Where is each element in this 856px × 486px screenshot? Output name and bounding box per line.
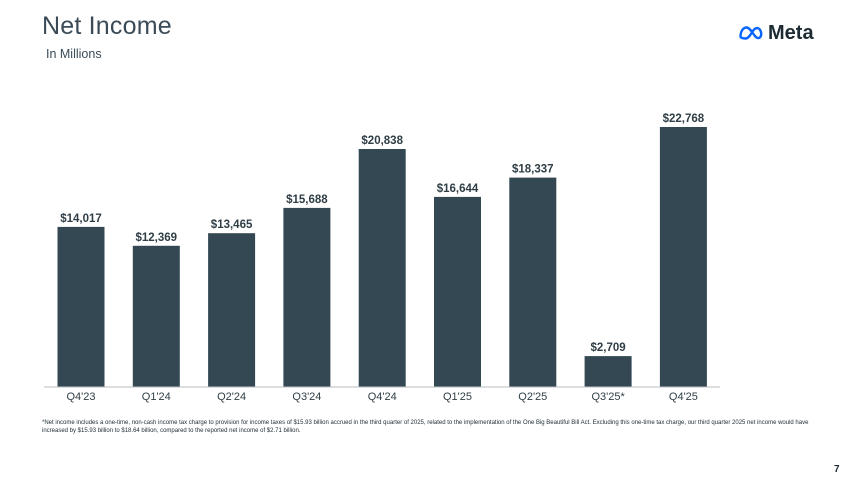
meta-logo: Meta [738, 20, 820, 46]
bar-data-label: $13,465 [211, 219, 253, 231]
bar-q423 [57, 226, 105, 387]
bar-data-label: $16,644 [437, 183, 479, 195]
x-tick-label: Q3'24 [292, 391, 321, 403]
bar-data-label: $18,337 [512, 164, 554, 176]
bar-data-label: $12,369 [136, 232, 178, 244]
bar-q225 [509, 177, 557, 387]
bar-data-label: $14,017 [60, 213, 102, 225]
x-tick-label: Q4'24 [368, 391, 397, 403]
page-subtitle: In Millions [46, 47, 102, 61]
x-tick-label: Q1'24 [142, 391, 171, 403]
meta-infinity-icon [738, 25, 764, 41]
x-tick-label: Q4'25 [669, 391, 698, 403]
bar-q424 [358, 149, 406, 387]
bar-q124 [132, 245, 180, 387]
page-title: Net Income [42, 12, 172, 40]
page-number: 7 [834, 464, 840, 475]
x-tick-label: Q1'25 [443, 391, 472, 403]
bar-q324 [283, 207, 331, 387]
bar-q425 [659, 127, 707, 387]
x-tick-label: Q3'25* [591, 391, 625, 403]
bar-data-label: $20,838 [361, 135, 403, 147]
bar-data-label: $15,688 [286, 194, 328, 206]
net-income-bar-chart: $14,017 Q4'23 $12,369 Q1'24 $13,465 Q2'24 $15,… [44, 113, 720, 403]
bar-q224 [208, 233, 256, 387]
bar-q325 [584, 356, 632, 387]
footnote: *Net income includes a one-time, non-cas… [42, 420, 809, 434]
bar-data-label: $22,768 [663, 113, 705, 125]
bar-data-label: $2,709 [591, 342, 626, 354]
x-tick-label: Q2'25 [518, 391, 547, 403]
meta-logo-text: Meta [768, 21, 814, 44]
x-tick-label: Q2'24 [217, 391, 246, 403]
x-tick-label: Q4'23 [66, 391, 95, 403]
bar-q125 [434, 196, 481, 387]
